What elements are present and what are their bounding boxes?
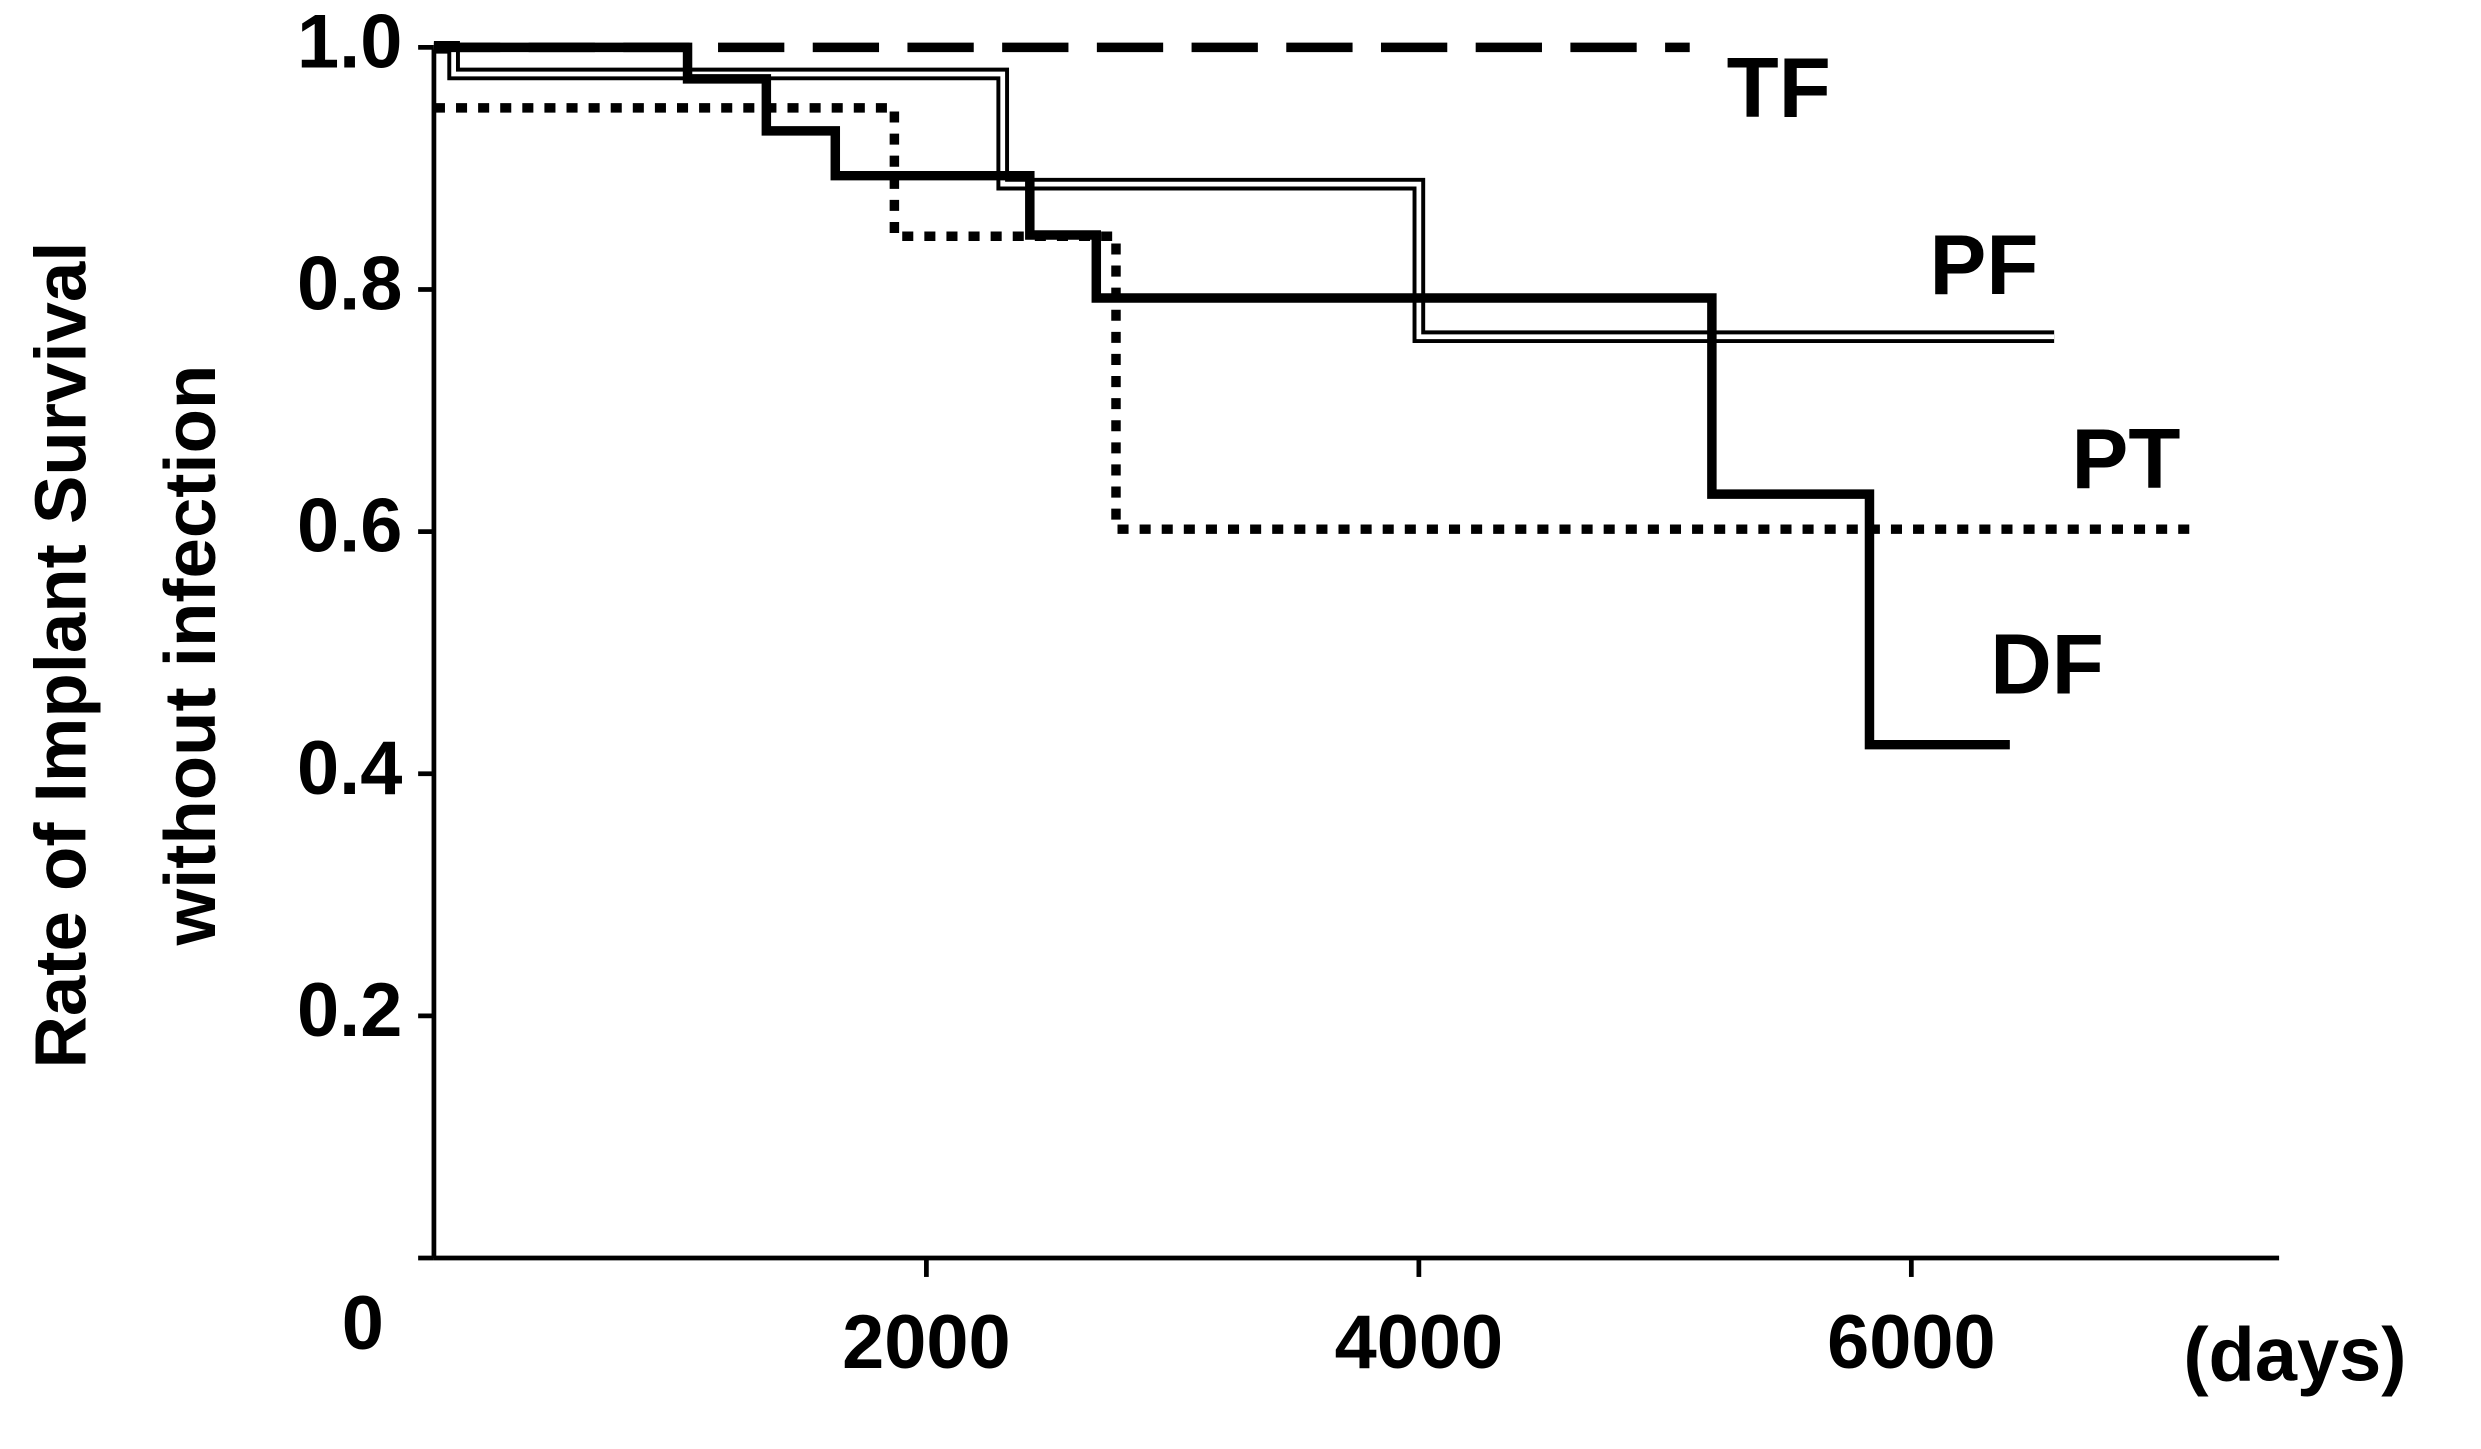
y-tick-label: 0.6	[297, 484, 402, 569]
y-tick-label: 1.0	[297, 0, 402, 84]
x-axis-label: (days)	[2183, 1313, 2406, 1398]
y-axis-label: Rate of Implant Survival	[20, 242, 101, 1069]
y-tick-label: 0.8	[297, 241, 402, 326]
series-label: DF	[1990, 617, 2104, 712]
series-label: PF	[1929, 218, 2038, 313]
series-label: PT	[2072, 412, 2181, 507]
y-tick-label: 0	[342, 1281, 384, 1366]
x-tick-label: 6000	[1827, 1300, 1996, 1385]
y-tick-label: 0.2	[297, 968, 402, 1053]
series-label: TF	[1727, 41, 1831, 136]
survival-line	[433, 42, 2010, 750]
x-tick-label: 4000	[1335, 1300, 1504, 1385]
y-tick-label: 0.4	[297, 726, 402, 811]
x-tick-label: 2000	[842, 1300, 1011, 1385]
y-axis-label: without infection	[150, 365, 231, 947]
survival-line	[433, 103, 2197, 534]
